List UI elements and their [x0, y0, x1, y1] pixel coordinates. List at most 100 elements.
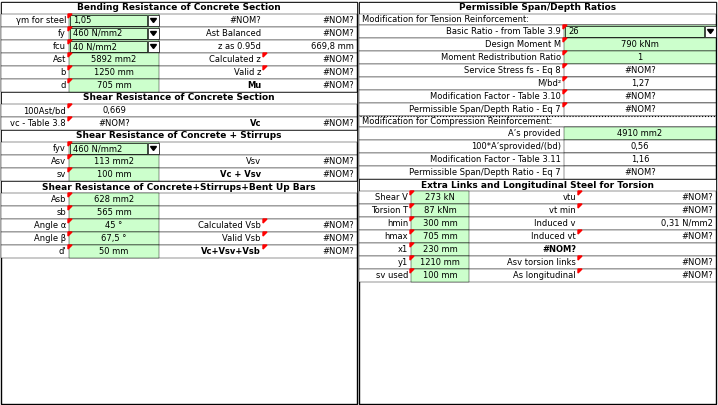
- Text: Moment Redistribution Ratio: Moment Redistribution Ratio: [441, 53, 561, 62]
- Text: b: b: [60, 68, 66, 77]
- Text: 460 N/mm2: 460 N/mm2: [73, 144, 122, 153]
- Polygon shape: [563, 64, 567, 68]
- Text: Vc+Vsv+Vsb: Vc+Vsv+Vsb: [201, 247, 261, 256]
- Bar: [564, 153, 716, 166]
- Bar: [69, 245, 159, 258]
- Text: #NOM?: #NOM?: [624, 105, 656, 114]
- Text: Shear Resistance of Concrete Section: Shear Resistance of Concrete Section: [83, 94, 275, 102]
- Polygon shape: [68, 245, 72, 249]
- Bar: [359, 25, 716, 38]
- Bar: [1, 181, 357, 193]
- Bar: [1, 79, 357, 92]
- Bar: [1, 66, 357, 79]
- Polygon shape: [410, 230, 414, 234]
- Text: Modification for Compression Reinforcement:: Modification for Compression Reinforceme…: [362, 117, 552, 126]
- Text: Induced v: Induced v: [534, 219, 576, 228]
- Bar: [564, 140, 716, 153]
- Text: #NOM?: #NOM?: [322, 119, 354, 128]
- Text: 1,27: 1,27: [630, 79, 649, 88]
- Text: 26: 26: [568, 27, 579, 36]
- Bar: [359, 14, 716, 25]
- Text: 460 N/mm2: 460 N/mm2: [73, 29, 122, 38]
- Text: 100Ast/bd: 100Ast/bd: [23, 106, 66, 115]
- Text: 1250 mm: 1250 mm: [94, 68, 134, 77]
- Polygon shape: [563, 38, 567, 42]
- Text: fyv: fyv: [53, 144, 66, 153]
- Text: vtu: vtu: [562, 193, 576, 202]
- Bar: [70, 143, 147, 154]
- Bar: [565, 26, 704, 37]
- Text: #NOM?: #NOM?: [322, 16, 354, 25]
- Polygon shape: [68, 117, 72, 121]
- Bar: [359, 38, 716, 51]
- Bar: [70, 15, 147, 26]
- Bar: [359, 256, 716, 269]
- Bar: [69, 206, 159, 219]
- Text: Valid z: Valid z: [233, 68, 261, 77]
- Polygon shape: [68, 53, 72, 57]
- Bar: [359, 153, 716, 166]
- Polygon shape: [68, 40, 72, 44]
- Text: 4910 mm2: 4910 mm2: [617, 129, 663, 138]
- Text: vt min: vt min: [549, 206, 576, 215]
- Polygon shape: [578, 269, 582, 273]
- Text: 0,56: 0,56: [630, 142, 649, 151]
- Bar: [148, 15, 159, 26]
- Polygon shape: [263, 219, 267, 223]
- Bar: [148, 28, 159, 39]
- Text: Permissible Span/Depth Ratio - Eq 7: Permissible Span/Depth Ratio - Eq 7: [409, 168, 561, 177]
- Text: Induced vt: Induced vt: [531, 232, 576, 241]
- Bar: [564, 64, 716, 77]
- Text: 100 mm: 100 mm: [97, 170, 131, 179]
- Text: Basic Ratio - from Table 3.9: Basic Ratio - from Table 3.9: [447, 27, 561, 36]
- Polygon shape: [410, 243, 414, 247]
- Polygon shape: [68, 168, 72, 172]
- Text: 1,16: 1,16: [630, 155, 649, 164]
- Polygon shape: [151, 19, 157, 23]
- Bar: [564, 51, 716, 64]
- Bar: [1, 2, 357, 14]
- Bar: [359, 179, 716, 191]
- Text: z as 0.95d: z as 0.95d: [218, 42, 261, 51]
- Text: 790 kNm: 790 kNm: [621, 40, 659, 49]
- Bar: [1, 142, 357, 155]
- Bar: [1, 130, 357, 142]
- Bar: [69, 27, 159, 40]
- Bar: [359, 77, 716, 90]
- Bar: [359, 217, 716, 230]
- Text: sb: sb: [56, 208, 66, 217]
- Bar: [564, 127, 716, 140]
- Bar: [359, 2, 716, 404]
- Text: 0,669: 0,669: [102, 106, 126, 115]
- Text: 1210 mm: 1210 mm: [420, 258, 460, 267]
- Text: 100 mm: 100 mm: [423, 271, 457, 280]
- Bar: [1, 245, 357, 258]
- Bar: [1, 27, 357, 40]
- Bar: [69, 14, 159, 27]
- Text: #NOM?: #NOM?: [229, 16, 261, 25]
- Text: Ast: Ast: [52, 55, 66, 64]
- Bar: [359, 90, 716, 103]
- Text: 705 mm: 705 mm: [97, 81, 131, 90]
- Polygon shape: [68, 232, 72, 236]
- Polygon shape: [410, 204, 414, 208]
- Text: 1,05: 1,05: [73, 16, 91, 25]
- Bar: [1, 117, 357, 130]
- Bar: [1, 193, 357, 206]
- Text: M/bd²: M/bd²: [537, 79, 561, 88]
- Text: sv used: sv used: [376, 271, 408, 280]
- Bar: [1, 53, 357, 66]
- Text: Ast Balanced: Ast Balanced: [206, 29, 261, 38]
- Text: Vc + Vsv: Vc + Vsv: [220, 170, 261, 179]
- Bar: [1, 219, 357, 232]
- Bar: [411, 243, 469, 256]
- Bar: [69, 40, 159, 53]
- Bar: [1, 92, 357, 104]
- Text: #NOM?: #NOM?: [322, 170, 354, 179]
- Polygon shape: [578, 191, 582, 195]
- Bar: [359, 166, 716, 179]
- Polygon shape: [263, 66, 267, 70]
- Bar: [359, 127, 716, 140]
- Polygon shape: [563, 25, 567, 29]
- Polygon shape: [410, 217, 414, 221]
